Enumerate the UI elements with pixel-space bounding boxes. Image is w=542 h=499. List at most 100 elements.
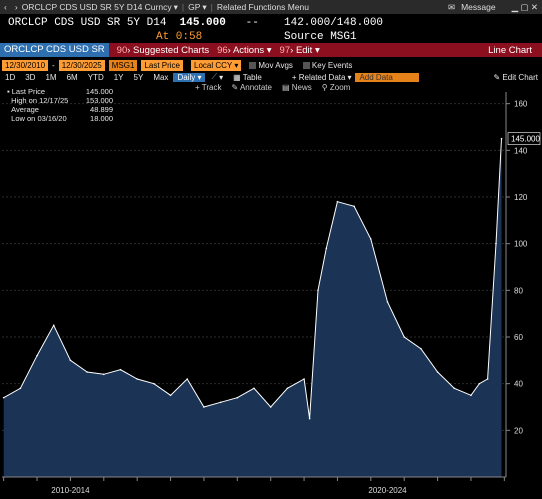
- chevron-down-icon: ▾: [197, 72, 202, 82]
- period-5y[interactable]: 5Y: [133, 72, 144, 82]
- period-3d[interactable]: 3D: [25, 72, 36, 82]
- last-value-box: [507, 132, 541, 145]
- data-point: [203, 406, 205, 408]
- legend-high: High on 12/17/25 153.000: [11, 96, 113, 105]
- mov-avgs-toggle[interactable]: Mov Avgs: [249, 61, 293, 70]
- chevron-down-icon: ▾: [234, 60, 239, 70]
- legend-last: ▪ Last Price 145.000: [7, 87, 113, 96]
- currency-select[interactable]: Local CCY ▾: [191, 59, 242, 71]
- data-point: [103, 373, 105, 376]
- legend-low: Low on 03/16/20 18.000: [11, 114, 113, 123]
- pencil-icon: ✎: [493, 72, 501, 82]
- range-separator: -: [52, 60, 55, 70]
- top-right-group: ✉ Message ▁ ▢ ✕: [448, 2, 542, 13]
- chevron-right-icon: ›: [127, 44, 131, 56]
- y-tick-label: 40: [514, 380, 523, 389]
- data-point: [19, 387, 22, 390]
- source-field[interactable]: MSG1: [108, 59, 138, 71]
- period-ytd[interactable]: YTD: [87, 72, 104, 82]
- ticker-field[interactable]: ORCLCP CDS USD SR: [0, 43, 109, 57]
- period-1d[interactable]: 1D: [5, 72, 16, 82]
- series-line: [2, 137, 503, 420]
- chart-type-label: Line Chart: [488, 44, 532, 56]
- edit-chart-button[interactable]: ✎ Edit Chart: [493, 72, 538, 82]
- data-point: [286, 387, 289, 390]
- back-icon[interactable]: ‹: [4, 2, 7, 12]
- related-data-button[interactable]: + Related Data: [291, 72, 346, 82]
- frequency-select[interactable]: Daily ▾: [173, 72, 206, 82]
- key-events-toggle[interactable]: Key Events: [302, 61, 352, 70]
- data-point: [136, 378, 138, 380]
- chevron-right-icon: ›: [227, 44, 231, 56]
- annotate-tool[interactable]: ✎ Annotate: [231, 83, 272, 92]
- data-point: [453, 387, 456, 390]
- line-chart-icon[interactable]: ⟋: [211, 72, 218, 81]
- series-area: [3, 138, 502, 477]
- data-point: [119, 368, 122, 371]
- y-tick-label: 80: [514, 286, 523, 295]
- function-toolbar: ORCLCP CDS USD SR 90› Suggested Charts 9…: [0, 43, 542, 57]
- data-point: [478, 382, 481, 385]
- add-data-field[interactable]: Add Data: [355, 72, 420, 82]
- x-axis: 2010-2014 2020-2024: [2, 476, 506, 495]
- grid-lines: [2, 103, 506, 431]
- gp-menu[interactable]: GP: [188, 2, 201, 12]
- price-field-select[interactable]: Last Price: [141, 59, 184, 71]
- period-1y[interactable]: 1Y: [113, 72, 124, 82]
- period-6m[interactable]: 6M: [66, 72, 78, 82]
- news-tool[interactable]: ▤ News: [281, 83, 312, 92]
- series-area-fill: [3, 138, 502, 477]
- edit-button[interactable]: 97› Edit ▾: [279, 44, 320, 56]
- data-point: [253, 387, 255, 390]
- quote-name: ORCLCP CDS USD SR 5Y D14 145.000 --: [8, 17, 259, 29]
- y-tick-label: 100: [514, 240, 528, 249]
- table-button[interactable]: ▦ Table: [233, 72, 262, 82]
- y-tick-label: 140: [514, 146, 528, 155]
- data-point: [69, 359, 72, 362]
- zoom-tool[interactable]: ⚲ Zoom: [321, 83, 351, 92]
- crosshair-icon: +: [195, 83, 200, 92]
- actions-button[interactable]: 96› Actions ▾: [217, 44, 272, 56]
- bid-ask: 142.000/148.000: [284, 17, 384, 29]
- period-max[interactable]: Max: [153, 72, 169, 82]
- checkbox-icon[interactable]: [302, 61, 310, 69]
- message-icon[interactable]: ✉: [447, 1, 456, 12]
- security-menu[interactable]: ORCLCP CDS USD SR 5Y D14 Curncy: [21, 2, 172, 12]
- y-tick-label: 20: [514, 426, 523, 435]
- divider: |: [210, 2, 213, 12]
- data-point: [269, 406, 272, 408]
- quote-panel: ORCLCP CDS USD SR 5Y D14 145.000 -- At 0…: [0, 15, 542, 43]
- end-date-field[interactable]: 12/30/2025: [58, 59, 105, 71]
- data-point: [86, 371, 88, 373]
- suggested-charts-button[interactable]: 90› Suggested Charts: [116, 44, 210, 56]
- y-axis: 20 40 60 80 100 120 140 160: [505, 92, 528, 477]
- chevron-down-icon: ▾: [266, 44, 272, 56]
- last-price: 145.000: [179, 17, 226, 29]
- y-tick-label: 60: [514, 333, 523, 342]
- chevron-down-icon: ▾: [202, 1, 207, 12]
- window-controls[interactable]: ▁ ▢ ✕: [511, 1, 538, 12]
- data-point: [308, 417, 311, 420]
- data-point: [186, 378, 189, 380]
- y-tick-label: 160: [514, 100, 528, 109]
- pencil-icon: ✎: [231, 83, 239, 92]
- message-button[interactable]: Message: [461, 2, 496, 12]
- start-date-field[interactable]: 12/30/2010: [2, 59, 49, 71]
- divider: |: [181, 2, 185, 12]
- period-1m[interactable]: 1M: [45, 72, 57, 82]
- data-point: [436, 371, 439, 373]
- data-point: [153, 382, 155, 385]
- data-point: [2, 396, 5, 399]
- chart-tools: + Track ✎ Annotate ▤ News ⚲ Zoom: [195, 83, 350, 92]
- data-point: [495, 242, 497, 245]
- track-tool[interactable]: + Track: [195, 83, 222, 92]
- data-point: [317, 289, 319, 292]
- forward-icon[interactable]: ›: [14, 2, 18, 12]
- related-functions-menu[interactable]: Related Functions Menu: [216, 2, 310, 12]
- chevron-down-icon: ▾: [347, 72, 352, 82]
- data-point: [169, 394, 172, 397]
- checkbox-icon[interactable]: [249, 61, 257, 69]
- chart-legend: ▪ Last Price 145.000 High on 12/17/25 153.…: [7, 87, 113, 123]
- quote-source: Source MSG1: [284, 31, 357, 43]
